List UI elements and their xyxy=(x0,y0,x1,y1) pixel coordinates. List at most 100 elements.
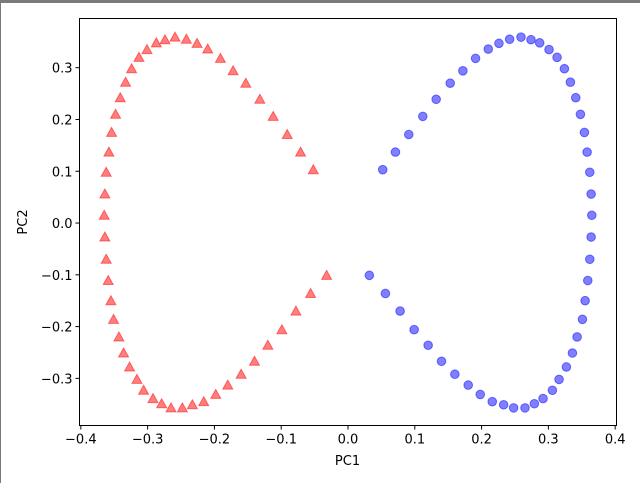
x-tick-label: 0.1 xyxy=(404,433,425,448)
circle-point xyxy=(586,210,597,221)
triangle-point xyxy=(290,305,302,316)
triangle-point xyxy=(165,401,177,413)
triangle-point xyxy=(119,76,132,87)
circle-point xyxy=(554,374,564,385)
triangle-point xyxy=(176,401,189,413)
y-tick-label: −0.1 xyxy=(41,269,73,284)
window-top-border xyxy=(0,0,640,3)
triangle-point xyxy=(103,146,115,157)
circle-point xyxy=(567,348,578,358)
circle-point xyxy=(380,288,391,299)
triangle-point xyxy=(155,397,168,409)
triangle-point xyxy=(137,384,150,395)
triangle-point xyxy=(221,379,234,390)
triangle-point xyxy=(227,64,239,76)
circle-point xyxy=(458,65,468,76)
triangle-point xyxy=(191,37,203,48)
triangle-point xyxy=(169,31,181,42)
circle-point xyxy=(436,356,447,367)
triangle-point xyxy=(186,398,199,410)
triangle-point xyxy=(248,355,261,366)
triangle-point xyxy=(100,166,113,177)
triangle-point xyxy=(147,392,159,404)
triangle-point xyxy=(197,395,210,407)
circle-point xyxy=(586,232,596,242)
y-tick-label: −0.2 xyxy=(41,321,73,336)
triangle-point xyxy=(201,43,214,54)
circle-point xyxy=(483,44,494,54)
triangle-point xyxy=(320,269,333,280)
triangle-point xyxy=(235,368,247,379)
circle-point xyxy=(431,94,441,105)
x-tick-label: −0.4 xyxy=(65,433,97,448)
triangle-point xyxy=(105,126,118,137)
x-tick-label: −0.2 xyxy=(199,433,231,448)
circle-point xyxy=(487,396,498,407)
circle-point xyxy=(450,369,460,380)
triangle-point xyxy=(107,313,120,324)
x-tick-label: −0.1 xyxy=(265,433,297,448)
triangle-point xyxy=(209,388,222,399)
triangle-point xyxy=(267,110,280,121)
circle-point xyxy=(570,92,581,103)
circle-point xyxy=(377,164,388,175)
x-tick-label: 0.2 xyxy=(471,433,492,448)
circle-point xyxy=(559,63,570,74)
window-left-border xyxy=(0,0,1,483)
circle-point xyxy=(584,167,595,178)
triangle-point xyxy=(150,36,163,48)
triangle-point xyxy=(131,373,143,384)
circle-point xyxy=(577,314,588,325)
circle-point xyxy=(572,332,582,342)
circle-point xyxy=(547,385,558,396)
circle-point xyxy=(403,129,414,140)
data-points xyxy=(98,31,597,413)
triangle-point xyxy=(141,43,153,55)
triangle-point xyxy=(239,77,252,88)
circle-point xyxy=(494,38,504,49)
circle-point xyxy=(565,77,576,87)
triangle-point xyxy=(276,323,288,335)
circle-point xyxy=(423,340,433,351)
circle-point xyxy=(364,270,375,281)
triangle-point xyxy=(214,52,227,63)
y-tick-label: 0.1 xyxy=(52,165,73,180)
circle-point xyxy=(508,403,519,413)
triangle-point xyxy=(99,230,111,242)
triangle-point xyxy=(133,51,145,62)
triangle-point xyxy=(113,330,125,342)
circle-point xyxy=(584,254,595,265)
triangle-point xyxy=(105,294,117,306)
circle-point xyxy=(586,189,596,199)
circle-point xyxy=(526,34,536,45)
triangle-point xyxy=(281,128,294,139)
circle-point xyxy=(395,306,405,316)
triangle-point xyxy=(159,33,171,45)
y-tick-label: −0.3 xyxy=(41,372,73,387)
circle-point xyxy=(516,32,526,42)
circle-point xyxy=(538,393,548,404)
circle-point xyxy=(579,127,590,138)
y-tick-label: 0.3 xyxy=(52,62,73,77)
circle-point xyxy=(390,147,401,157)
triangle-point xyxy=(125,62,138,74)
circle-point xyxy=(575,109,586,120)
circle-point xyxy=(544,44,554,55)
circle-point xyxy=(463,380,474,390)
triangle-point xyxy=(109,108,122,119)
x-axis-ticks: −0.4 −0.3 −0.2 −0.1 0.0 0.1 0.2 0.3 0.4 xyxy=(65,425,626,448)
triangle-point xyxy=(100,253,113,264)
y-tick-label: 0.2 xyxy=(52,113,73,128)
x-tick-label: 0.0 xyxy=(338,433,359,448)
triangle-point xyxy=(307,163,320,175)
circle-point xyxy=(534,38,545,48)
circle-point xyxy=(580,295,590,306)
circle-point xyxy=(445,78,455,89)
triangle-point xyxy=(99,188,111,199)
circle-point xyxy=(475,389,486,400)
triangle-point xyxy=(262,339,274,350)
triangle-point xyxy=(114,91,127,103)
triangle-point xyxy=(98,209,111,220)
circle-point xyxy=(504,34,515,45)
circle-point xyxy=(470,53,481,64)
